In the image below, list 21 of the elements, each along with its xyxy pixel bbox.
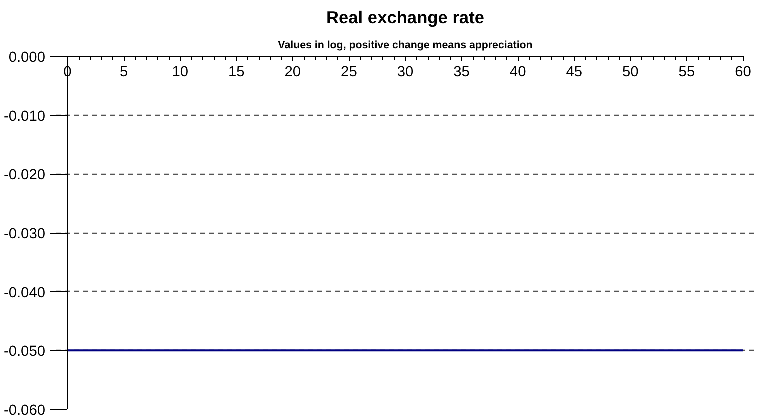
y-tick-label: -0.020: [4, 168, 46, 184]
y-tick-label: -0.040: [4, 285, 46, 302]
x-tick-label: 60: [735, 64, 752, 80]
x-tick-label: 5: [120, 64, 128, 80]
chart-subtitle: Values in log, positive change means appreciation: [278, 40, 533, 52]
y-tick-label: -0.060: [4, 403, 46, 417]
x-tick-label: 20: [284, 64, 302, 80]
x-tick-label: 45: [566, 64, 583, 80]
y-tick-label: 0.000: [8, 50, 46, 66]
x-tick-label: 35: [454, 64, 470, 80]
y-tick-label: -0.030: [4, 226, 46, 242]
chart-title: Real exchange rate: [326, 8, 485, 28]
x-tick-label: 10: [172, 64, 188, 80]
x-tick-label: 55: [678, 64, 696, 80]
x-tick-label: 15: [228, 64, 245, 80]
y-tick-label: -0.010: [4, 108, 46, 125]
x-tick-label: 50: [622, 64, 639, 80]
x-tick-label: 30: [397, 64, 414, 80]
y-tick-label: -0.050: [4, 344, 46, 360]
x-tick-label: 40: [510, 64, 526, 80]
x-tick-label: 25: [341, 64, 358, 80]
